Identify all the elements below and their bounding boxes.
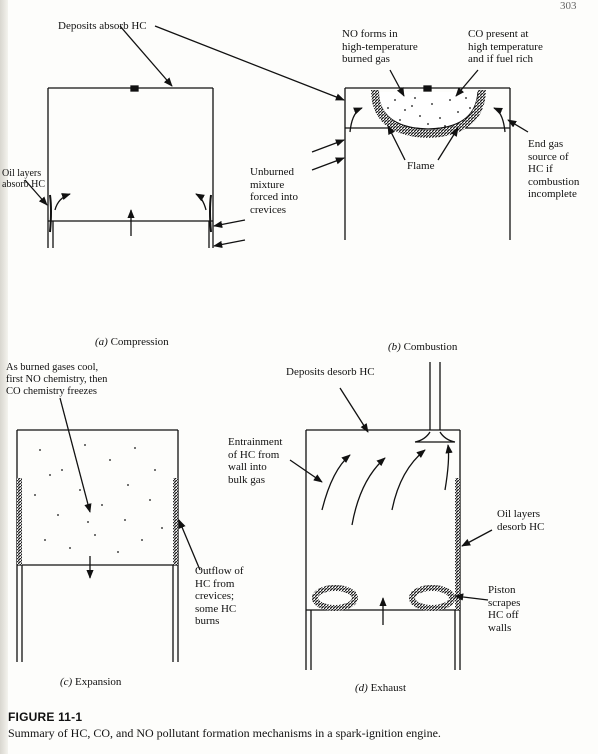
leader-outflow-c (178, 519, 201, 571)
page-binding-edge (0, 0, 8, 754)
burned-gas-dots-c (34, 444, 163, 553)
label-no-forms: NO forms in high-temperature burned gas (342, 28, 418, 65)
label-flame: Flame (407, 160, 435, 172)
leader-piston-d (454, 593, 489, 601)
leader-oil-d (461, 529, 493, 547)
leader-crevice-a2 (213, 239, 246, 249)
panel-combustion (154, 25, 529, 240)
flame-front-b (371, 89, 486, 139)
oil-layer-left-a (49, 194, 52, 233)
cylinder-outline-d (305, 429, 461, 670)
crevice-curl-left-a (54, 193, 71, 211)
label-gases-cool: As burned gases cool, first NO chemistry… (6, 362, 108, 397)
hc-scrape-left-d (312, 585, 358, 611)
leader-crevice-a1 (213, 219, 246, 229)
figure-caption: Summary of HC, CO, and NO pollutant form… (8, 726, 441, 740)
hc-scrape-right-d (409, 585, 455, 611)
label-deposits-absorb: Deposits absorb HC (58, 20, 147, 32)
label-oil-desorb: Oil layers desorb HC (497, 508, 545, 533)
spark-plug-a (130, 85, 139, 92)
label-co-present: CO present at high temperature and if fu… (468, 28, 543, 65)
exhaust-port-d (429, 362, 441, 430)
page-header-fragment: 303 (560, 0, 577, 12)
label-oil-absorb: Oil layers absorb HC (2, 168, 46, 190)
spark-plug-b (423, 85, 432, 92)
leader-unburned-b2 (311, 157, 345, 171)
crevice-curl-right-a (195, 193, 207, 211)
leader-unburned-b1 (311, 139, 345, 153)
caption-panel-b: (b) Combustion (388, 341, 458, 353)
figure-title: FIGURE 11-1 (8, 710, 83, 724)
leader-deposits-a (119, 25, 173, 87)
caption-panel-d: (d) Exhaust (355, 682, 407, 694)
crevice-hatch-right-c (173, 478, 178, 565)
label-unburned-mixture: Unburned mixture forced into crevices (250, 166, 298, 216)
flow-curve-3-d (391, 449, 426, 511)
label-deposits-desorb: Deposits desorb HC (286, 366, 375, 378)
leader-no-b (389, 69, 405, 97)
crevice-curl-left-b (349, 107, 363, 133)
leader-entrainment-d (289, 459, 323, 483)
leader-flame-left-b (387, 125, 406, 161)
leader-oil-a (24, 179, 48, 206)
leader-deposits-b (154, 25, 345, 101)
leader-deposits-d (339, 387, 369, 433)
panel-compression (24, 25, 246, 249)
label-piston-scrapes: Piston scrapes HC off walls (488, 584, 521, 634)
label-outflow-hc: Outflow of HC from crevices; some HC bur… (195, 565, 244, 627)
exhaust-valve-d (414, 431, 456, 443)
caption-panel-c: (c) Expansion (60, 676, 122, 688)
oil-layer-right-a (209, 194, 212, 233)
oil-hatch-right-d (455, 478, 460, 610)
flow-curve-1-d (321, 454, 351, 511)
cylinder-outline-c (16, 429, 179, 662)
leader-co-b (455, 69, 479, 97)
label-entrainment: Entrainment of HC from wall into bulk ga… (228, 436, 283, 486)
label-end-gas: End gas source of HC if combustion incom… (528, 138, 580, 200)
crevice-curl-right-b (493, 107, 506, 133)
leader-freeze-c (59, 397, 92, 513)
panel-exhaust (289, 362, 493, 670)
burned-gas-dots-b (387, 97, 471, 127)
panel-expansion (16, 397, 201, 662)
caption-panel-a: (a) Compression (95, 336, 169, 348)
flow-curve-2-d (351, 457, 386, 526)
piston-top-c (17, 564, 178, 662)
crevice-hatch-left-c (17, 478, 22, 565)
leader-flame-right-b (437, 127, 459, 161)
leader-endgas-b (507, 119, 529, 133)
flow-curve-4-d (444, 444, 453, 491)
